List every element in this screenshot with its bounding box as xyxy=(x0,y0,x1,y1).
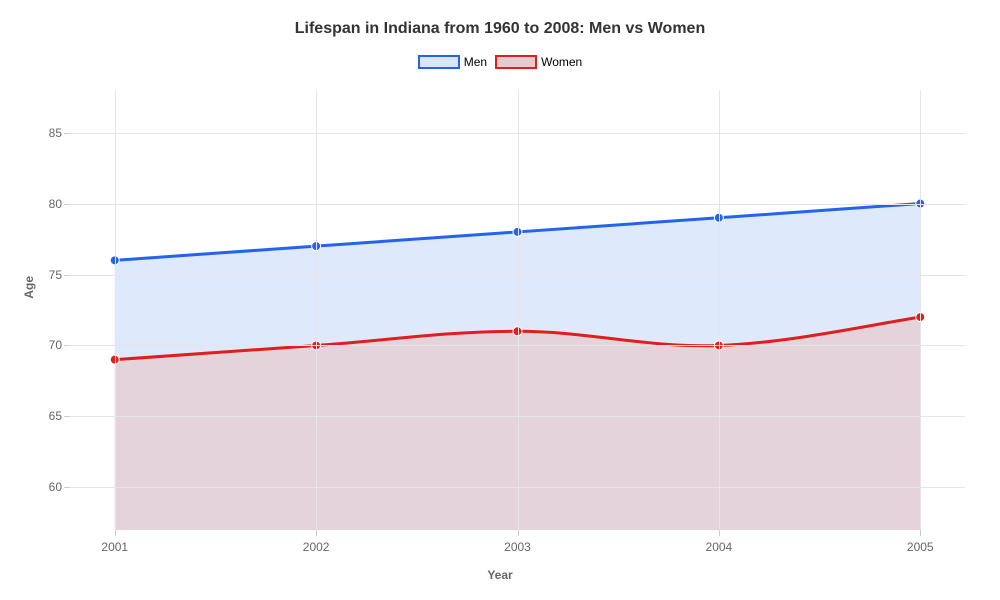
chart-legend: Men Women xyxy=(0,55,1000,69)
x-tick-mark xyxy=(719,530,720,536)
y-tick-mark xyxy=(64,204,70,205)
x-tick-mark xyxy=(316,530,317,536)
x-tick-mark xyxy=(115,530,116,536)
y-tick-mark xyxy=(64,345,70,346)
y-tick-label: 85 xyxy=(42,126,62,140)
legend-item-women: Women xyxy=(495,55,582,69)
grid-line-v xyxy=(920,90,921,530)
grid-line-h xyxy=(70,487,965,488)
x-tick-label: 2005 xyxy=(907,540,934,554)
grid-line-h xyxy=(70,204,965,205)
grid-line-h xyxy=(70,133,965,134)
legend-label-women: Women xyxy=(541,55,582,69)
x-tick-mark xyxy=(518,530,519,536)
lifespan-chart: Lifespan in Indiana from 1960 to 2008: M… xyxy=(0,0,1000,600)
x-tick-label: 2002 xyxy=(303,540,330,554)
y-tick-label: 80 xyxy=(42,197,62,211)
plot-area: 20012002200320042005606570758085 xyxy=(70,90,965,530)
legend-item-men: Men xyxy=(418,55,487,69)
grid-line-h xyxy=(70,275,965,276)
x-axis-label: Year xyxy=(487,568,512,582)
y-tick-mark xyxy=(64,416,70,417)
x-tick-mark xyxy=(920,530,921,536)
legend-swatch-men xyxy=(418,55,460,69)
y-tick-mark xyxy=(64,133,70,134)
grid-line-v xyxy=(316,90,317,530)
grid-line-v xyxy=(115,90,116,530)
y-tick-label: 75 xyxy=(42,268,62,282)
grid-line-v xyxy=(518,90,519,530)
legend-label-men: Men xyxy=(464,55,487,69)
y-tick-label: 65 xyxy=(42,409,62,423)
y-tick-label: 70 xyxy=(42,338,62,352)
chart-title: Lifespan in Indiana from 1960 to 2008: M… xyxy=(0,20,1000,38)
x-tick-label: 2004 xyxy=(706,540,733,554)
grid-line-h xyxy=(70,416,965,417)
grid-line-v xyxy=(719,90,720,530)
grid-line-h xyxy=(70,345,965,346)
y-tick-mark xyxy=(64,275,70,276)
legend-swatch-women xyxy=(495,55,537,69)
x-tick-label: 2003 xyxy=(504,540,531,554)
y-tick-label: 60 xyxy=(42,480,62,494)
y-tick-mark xyxy=(64,487,70,488)
x-tick-label: 2001 xyxy=(101,540,128,554)
y-axis-label: Age xyxy=(22,276,36,299)
